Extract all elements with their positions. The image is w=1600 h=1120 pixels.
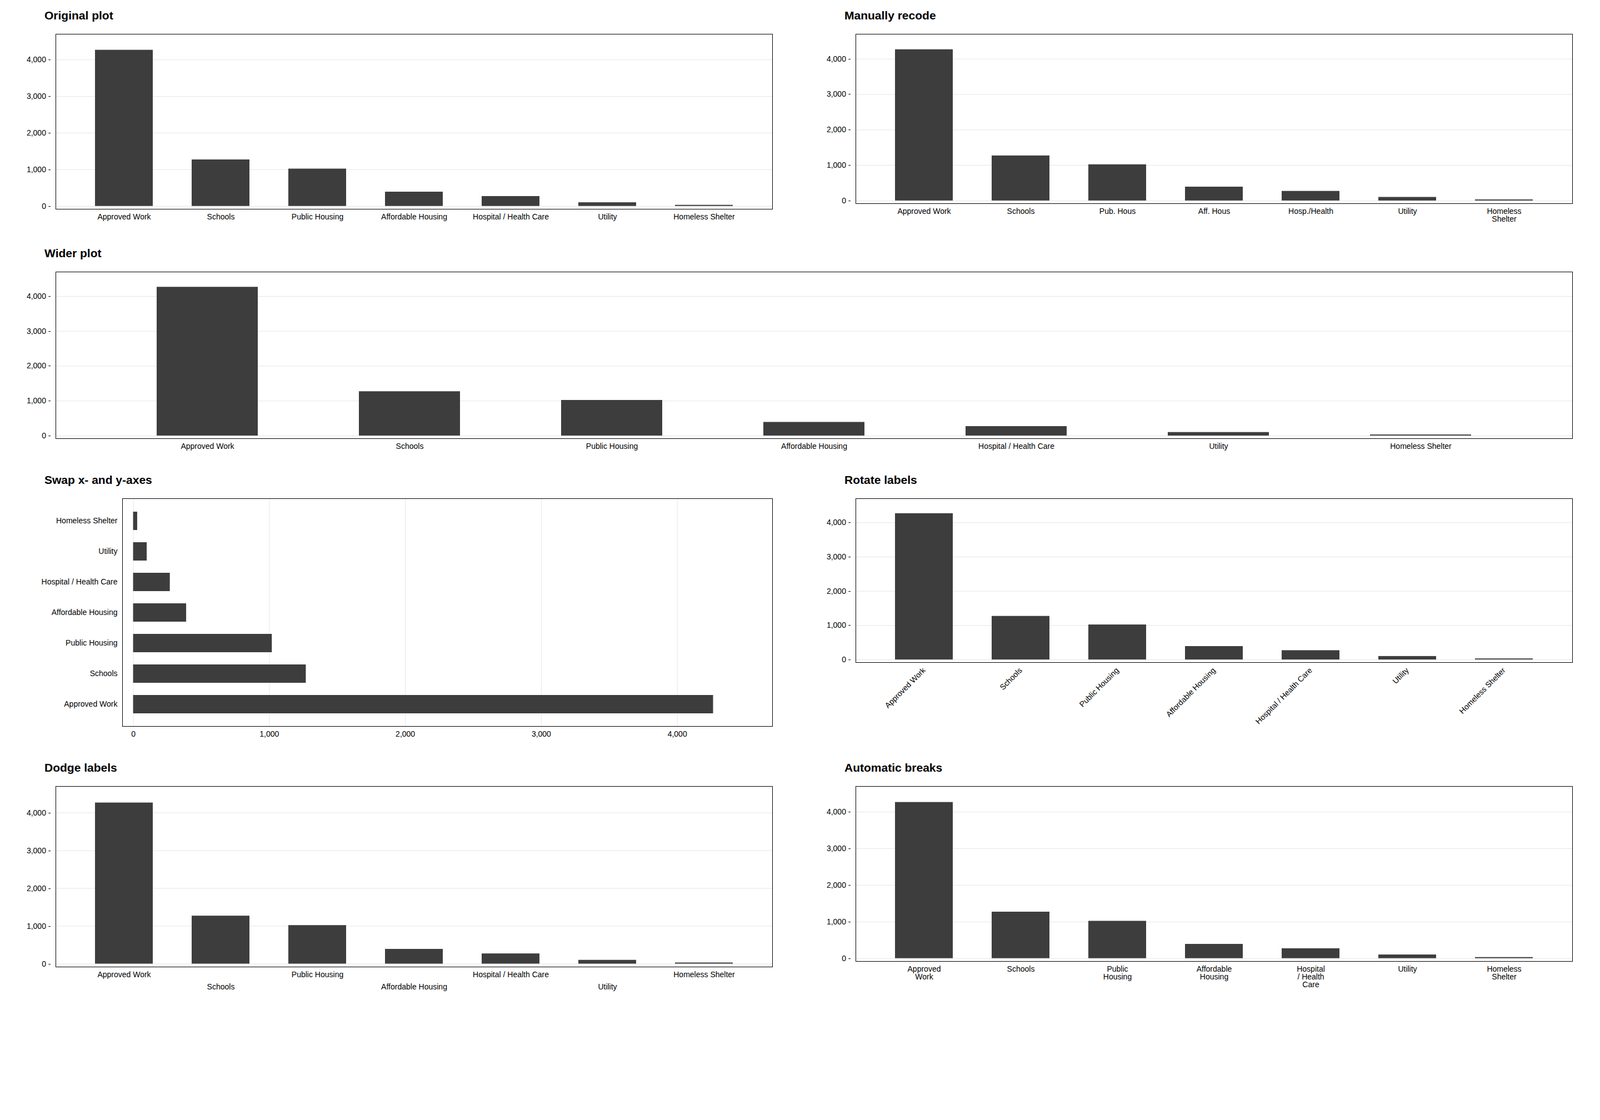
svg-text:Homeless Shelter: Homeless Shelter [1457,665,1508,716]
svg-text:Homeless Shelter: Homeless Shelter [673,212,735,222]
svg-text:3,000 -: 3,000 - [26,91,52,101]
html-text:Automatic breaks: Automatic breaks [844,761,943,774]
svg-text:1,000 -: 1,000 - [26,396,52,405]
html-text:Manually recode: Manually recode [844,8,936,22]
html-text:Swap x- and y-axes: Swap x- and y-axes [44,473,153,487]
svg-text:Utility: Utility [98,546,118,556]
svg-text:Approved Work: Approved Work [897,206,952,216]
svg-text:Utility: Utility [597,212,617,222]
svg-text:Public Housing: Public Housing [291,212,344,222]
svg-text:2,000 -: 2,000 - [826,880,852,890]
svg-text:Hospital / Health Care: Hospital / Health Care [1253,665,1314,726]
svg-text:2,000 -: 2,000 - [826,125,852,134]
html-text:Dodge labels: Dodge labels [44,761,118,774]
svg-text:Schools: Schools [997,665,1024,692]
svg-text:Hospital / Health Care: Hospital / Health Care [978,441,1055,451]
svg-text:Affordable Housing: Affordable Housing [51,607,118,617]
svg-text:Schools: Schools [90,668,118,678]
svg-text:0 -: 0 - [41,431,52,440]
svg-text:2,000 -: 2,000 - [26,883,52,893]
svg-text:Approved Work: Approved Work [180,441,235,451]
svg-text:3,000 -: 3,000 - [826,843,852,853]
svg-text:2,000: 2,000 [395,729,415,739]
svg-text:1,000 -: 1,000 - [26,165,52,174]
svg-text:Approved Work: Approved Work [97,212,152,222]
svg-text:Public Housing: Public Housing [291,970,344,979]
svg-text:Hospital / Health Care: Hospital / Health Care [472,970,549,979]
svg-text:Pub. Hous: Pub. Hous [1099,206,1136,216]
svg-text:Approved Work: Approved Work [882,665,928,710]
svg-text:Schools: Schools [207,982,235,992]
html-text:Original plot: Original plot [44,8,114,22]
svg-text:Public Housing: Public Housing [1077,665,1120,709]
svg-text:2,000 -: 2,000 - [826,586,852,596]
svg-text:Affordable Housing: Affordable Housing [381,212,448,222]
svg-text:ApprovedWork: ApprovedWork [907,964,942,982]
svg-text:Hospital/ HealthCare: Hospital/ HealthCare [1296,964,1325,989]
svg-text:HomelessShelter: HomelessShelter [1486,206,1522,224]
svg-text:3,000 -: 3,000 - [826,552,852,562]
svg-text:1,000: 1,000 [259,729,279,739]
svg-text:Homeless Shelter: Homeless Shelter [1390,441,1452,451]
svg-text:1,000 -: 1,000 - [826,917,852,927]
svg-text:2,000 -: 2,000 - [26,361,52,370]
svg-text:1,000 -: 1,000 - [26,921,52,931]
svg-text:HomelessShelter: HomelessShelter [1486,964,1522,982]
svg-text:Hosp./Health: Hosp./Health [1288,206,1334,216]
svg-text:Homeless Shelter: Homeless Shelter [673,970,735,979]
svg-text:Homeless Shelter: Homeless Shelter [56,516,118,525]
svg-text:4,000 -: 4,000 - [26,808,52,818]
svg-text:Utility: Utility [1397,206,1417,216]
svg-text:Utility: Utility [1208,441,1228,451]
svg-text:0 -: 0 - [841,196,852,205]
svg-text:0 -: 0 - [841,953,852,963]
svg-text:AffordableHousing: AffordableHousing [1196,964,1233,982]
svg-text:3,000: 3,000 [531,729,552,739]
svg-text:1,000 -: 1,000 - [826,620,852,630]
svg-text:Public Housing: Public Housing [65,638,118,648]
svg-text:Utility: Utility [597,982,617,992]
svg-text:0: 0 [131,729,136,739]
svg-text:Affordable Housing: Affordable Housing [1163,665,1217,719]
html-text:Wider plot: Wider plot [44,246,102,260]
svg-text:3,000 -: 3,000 - [26,846,52,855]
svg-text:Utility: Utility [1397,964,1417,974]
svg-text:Affordable Housing: Affordable Housing [381,982,448,992]
svg-text:4,000 -: 4,000 - [826,517,852,527]
svg-text:4,000 -: 4,000 - [826,807,852,817]
svg-text:Schools: Schools [207,212,235,222]
svg-text:0 -: 0 - [41,959,52,969]
svg-text:0 -: 0 - [41,201,52,211]
svg-text:Approved Work: Approved Work [97,970,152,979]
svg-text:2,000 -: 2,000 - [26,128,52,138]
svg-text:Hospital / Health Care: Hospital / Health Care [41,577,118,587]
svg-text:4,000: 4,000 [667,729,688,739]
html-text:Rotate labels: Rotate labels [844,473,918,487]
svg-text:4,000 -: 4,000 - [826,54,852,64]
svg-text:0 -: 0 - [841,655,852,664]
svg-text:PublicHousing: PublicHousing [1103,964,1132,982]
svg-text:Schools: Schools [396,441,424,451]
svg-text:Affordable Housing: Affordable Housing [781,441,848,451]
svg-text:Schools: Schools [1007,964,1035,974]
svg-text:3,000 -: 3,000 - [26,326,52,336]
svg-text:Schools: Schools [1007,206,1035,216]
svg-text:Hospital / Health Care: Hospital / Health Care [472,212,549,222]
svg-text:3,000 -: 3,000 - [826,89,852,99]
svg-text:Public Housing: Public Housing [586,441,638,451]
svg-text:Utility: Utility [1390,665,1411,686]
svg-text:Aff. Hous: Aff. Hous [1198,206,1230,216]
svg-text:4,000 -: 4,000 - [26,55,52,64]
svg-text:Approved Work: Approved Work [63,699,118,709]
svg-text:1,000 -: 1,000 - [826,160,852,170]
svg-text:4,000 -: 4,000 - [26,291,52,301]
